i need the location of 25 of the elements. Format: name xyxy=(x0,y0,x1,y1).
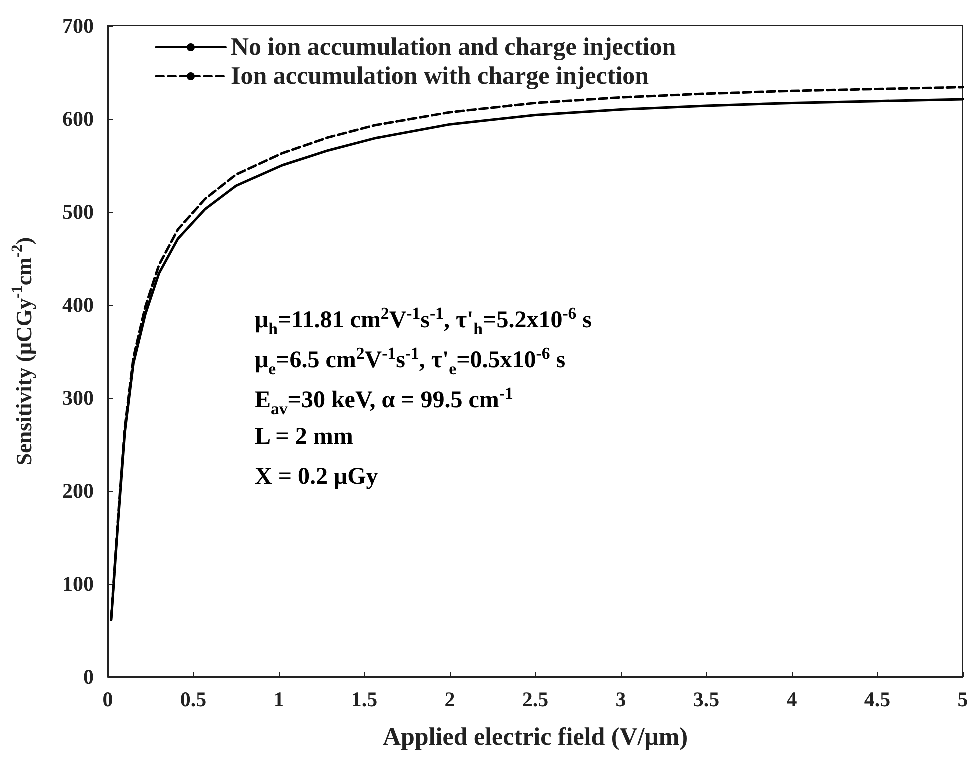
y-axis-title: Sensitivity (μCGy-1cm-2) xyxy=(8,237,36,466)
y-tick-label: 200 xyxy=(62,479,94,503)
x-tick-label: 1.5 xyxy=(351,688,378,712)
x-tick-label: 0.5 xyxy=(180,688,207,712)
x-tick-label: 4.5 xyxy=(864,688,891,712)
legend-label: No ion accumulation and charge injection xyxy=(231,34,676,61)
x-tick-label: 3 xyxy=(616,688,626,712)
y-tick-label: 300 xyxy=(62,386,94,410)
y-tick-label: 400 xyxy=(62,293,94,317)
y-tick-label: 500 xyxy=(62,200,94,224)
y-tick-label: 100 xyxy=(62,572,94,596)
x-tick-label: 4 xyxy=(786,688,798,712)
y-tick-label: 0 xyxy=(84,665,94,689)
annotation: X = 0.2 μGy xyxy=(255,464,378,490)
x-tick-label: 1 xyxy=(274,688,284,712)
x-tick-label: 3.5 xyxy=(693,688,720,712)
x-axis-title: Applied electric field (V/μm) xyxy=(382,724,688,751)
y-tick-label: 700 xyxy=(62,14,94,38)
x-tick-label: 2 xyxy=(444,688,456,712)
y-tick-label: 600 xyxy=(62,107,94,131)
x-tick-label: 5 xyxy=(958,688,968,712)
legend-label: Ion accumulation with charge injection xyxy=(231,63,650,90)
annotation: L = 2 mm xyxy=(255,424,354,450)
x-tick-label: 2.5 xyxy=(522,688,549,712)
x-tick-label: 0 xyxy=(102,688,114,712)
